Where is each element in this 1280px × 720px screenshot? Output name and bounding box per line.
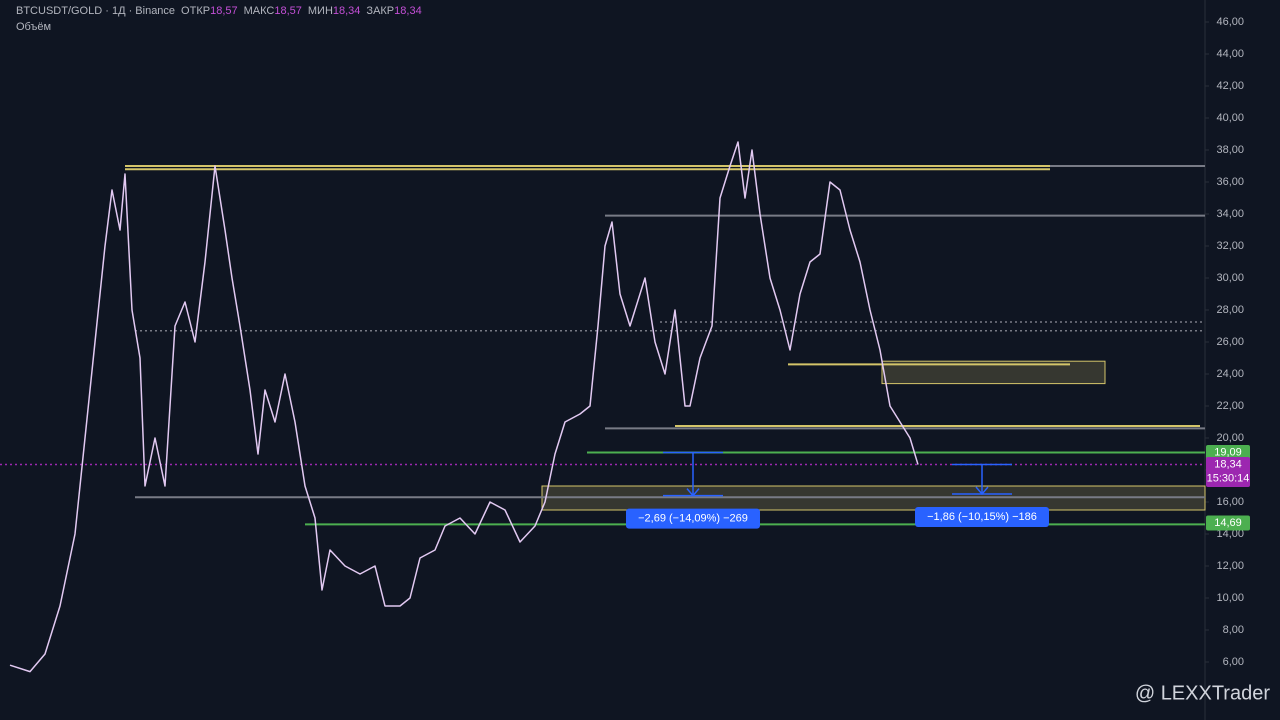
zone — [881, 360, 1106, 385]
measure-box — [626, 508, 760, 529]
header-text: BTCUSDT/GOLD · 1Д · Binance ОТКР18,57 МАКС… — [16, 5, 422, 17]
y-tick-label: 32,00 — [1216, 240, 1244, 252]
y-tick-label: 30,00 — [1216, 272, 1244, 284]
header-high-label: МАКС — [244, 5, 275, 17]
y-tick-label: 36,00 — [1216, 176, 1244, 188]
y-tick-label: 44,00 — [1216, 48, 1244, 60]
header-open-label: ОТКР — [181, 5, 210, 17]
measure-box — [915, 507, 1049, 527]
y-tick-label: 14,00 — [1216, 528, 1244, 540]
price-label-box — [1206, 457, 1250, 488]
y-tick-label: 8,00 — [1223, 624, 1244, 636]
y-tick-label: 46,00 — [1216, 16, 1244, 28]
watermark: @ LEXXTrader — [1135, 682, 1271, 704]
y-tick-label: 12,00 — [1216, 560, 1244, 572]
y-tick-label: 22,00 — [1216, 400, 1244, 412]
header-symbol: BTCUSDT/GOLD · 1Д · Binance — [16, 5, 175, 17]
price-label: 14,69 — [1214, 517, 1242, 529]
price-label-box — [1206, 445, 1250, 461]
y-tick-label: 40,00 — [1216, 112, 1244, 124]
header: BTCUSDT/GOLD · 1Д · Binance ОТКР18,57 МАКС… — [16, 5, 422, 17]
header-low-label: МИН — [308, 5, 333, 17]
y-tick-label: 24,00 — [1216, 368, 1244, 380]
y-tick-label: 28,00 — [1216, 304, 1244, 316]
y-tick-label: 42,00 — [1216, 80, 1244, 92]
y-tick-label: 20,00 — [1216, 432, 1244, 444]
measure-label: −2,69 (−14,09%) −269 — [638, 513, 748, 525]
header-close-label: ЗАКР — [366, 5, 394, 17]
header-high: 18,57 — [274, 5, 302, 17]
y-tick-label: 34,00 — [1216, 208, 1244, 220]
y-tick-label: 26,00 — [1216, 336, 1244, 348]
price-label-box — [1206, 515, 1250, 531]
header-close: 18,34 — [394, 5, 422, 17]
measure-arrowhead — [975, 486, 989, 496]
measure-label: −1,86 (−10,15%) −186 — [927, 511, 1037, 523]
y-tick-label: 6,00 — [1223, 656, 1244, 668]
measure-arrowhead — [686, 488, 700, 497]
y-tick-label: 38,00 — [1216, 144, 1244, 156]
price-label: 18,34 — [1214, 458, 1242, 470]
y-tick-label: 10,00 — [1216, 592, 1244, 604]
header-open: 18,57 — [210, 5, 238, 17]
header-low: 18,34 — [333, 5, 361, 17]
price-label: 19,09 — [1214, 446, 1242, 458]
price-label-time: 15:30:14 — [1207, 472, 1250, 484]
volume-label: Объём — [16, 21, 51, 33]
y-tick-label: 16,00 — [1216, 496, 1244, 508]
price-line — [9, 141, 919, 673]
